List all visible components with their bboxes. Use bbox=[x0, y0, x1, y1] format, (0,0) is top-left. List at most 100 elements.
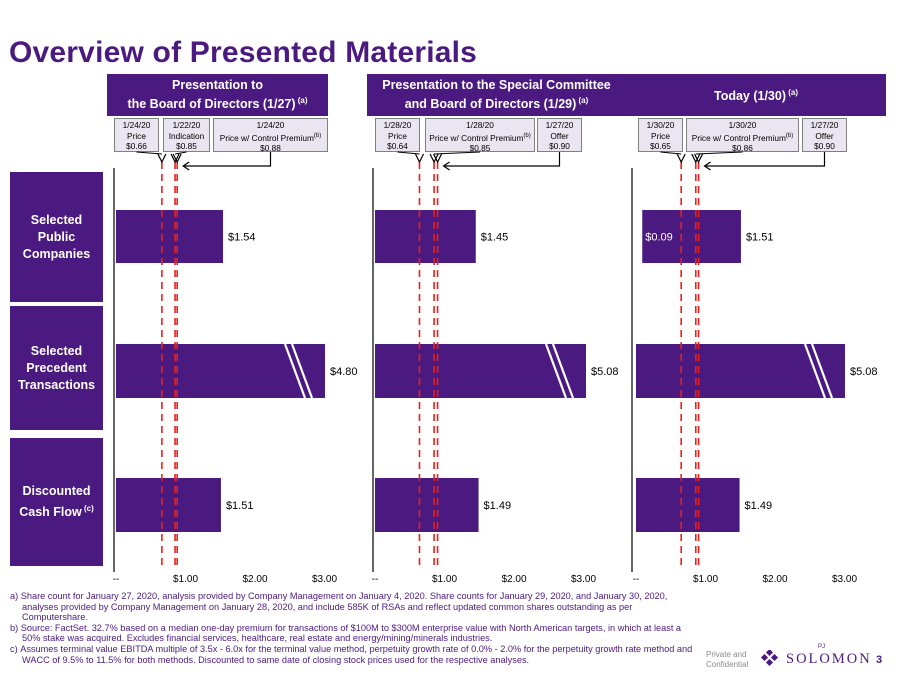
axis-break-mark bbox=[544, 343, 568, 399]
reference-box: 1/30/20 Price $0.65 bbox=[638, 118, 683, 152]
reference-box: 1/27/20 Offer $0.90 bbox=[537, 118, 582, 152]
bar bbox=[375, 344, 586, 398]
panel-header-line-1: Presentation to bbox=[172, 77, 263, 92]
brand-pj: PJ bbox=[818, 644, 826, 650]
reference-date: 1/28/20 bbox=[466, 120, 494, 130]
reference-value: $0.90 bbox=[814, 141, 835, 151]
reference-label: Offer bbox=[550, 130, 569, 141]
reference-box: 1/30/20 Price w/ Control Premium(b) $0.86 bbox=[686, 118, 799, 153]
x-tick-label: $2.00 bbox=[501, 574, 526, 585]
footnote-b: b) Source: FactSet. 32.7% based on a med… bbox=[10, 622, 682, 644]
reference-label: Indication bbox=[168, 130, 205, 141]
row-label: Selected Precedent Transactions bbox=[10, 306, 103, 430]
axis-break-mark bbox=[283, 343, 307, 399]
left-arrow-icon bbox=[442, 161, 450, 171]
bar bbox=[116, 478, 221, 532]
page-title: Overview of Presented Materials bbox=[9, 36, 478, 69]
down-arrow-icon bbox=[433, 153, 443, 164]
panel-header-footnote-ref: (a) bbox=[786, 88, 798, 98]
bar bbox=[375, 210, 476, 263]
reference-footnote-ref: (b) bbox=[313, 132, 322, 139]
confidential-line-1: Private and bbox=[706, 650, 747, 659]
reference-value: $0.66 bbox=[126, 141, 147, 151]
down-arrow-icon bbox=[170, 153, 180, 164]
x-tick-label: $3.00 bbox=[571, 574, 596, 585]
bar bbox=[116, 344, 325, 398]
reference-value: $0.88 bbox=[260, 142, 281, 153]
connector-line bbox=[443, 152, 561, 167]
axis-break-mark bbox=[290, 343, 314, 399]
connector-line bbox=[174, 151, 187, 155]
bar-value-label: $1.51 bbox=[746, 232, 774, 244]
reference-box: 1/24/20 Price $0.66 bbox=[114, 118, 159, 152]
bar-value-label: $1.54 bbox=[228, 232, 256, 244]
down-arrow-icon bbox=[172, 153, 182, 164]
row-label-line: Public bbox=[37, 229, 76, 244]
down-arrow-icon bbox=[694, 153, 704, 164]
bar bbox=[636, 478, 740, 532]
x-tick-label: $2.00 bbox=[242, 574, 267, 585]
panel-header-line-2: and Board of Directors (1/29) bbox=[404, 97, 577, 112]
row-label-line: Cash Flow (c) bbox=[19, 503, 94, 520]
connector-line bbox=[695, 151, 743, 155]
down-arrow-icon bbox=[429, 153, 439, 164]
confidential-note: Private and Confidential bbox=[706, 650, 748, 670]
x-tick-label: $1.00 bbox=[693, 574, 718, 585]
reference-value: $0.85 bbox=[469, 142, 491, 153]
panel-header-line-2: the Board of Directors (1/27) bbox=[127, 97, 296, 112]
row-label-line: Discounted bbox=[22, 483, 91, 498]
down-arrow-icon bbox=[691, 153, 701, 164]
reference-value: $0.86 bbox=[732, 142, 753, 153]
bar-value-label: $1.45 bbox=[481, 232, 509, 244]
x-tick-label: -- bbox=[633, 574, 640, 585]
x-tick-label: $3.00 bbox=[832, 574, 857, 585]
panel-header-footnote-ref: (a) bbox=[295, 95, 308, 105]
connector-line bbox=[434, 151, 481, 155]
bar bbox=[642, 210, 741, 263]
confidential-line-2: Confidential bbox=[706, 660, 749, 669]
row-label: Discounted Cash Flow (c) bbox=[10, 438, 103, 566]
reference-box: 1/24/20 Price w/ Control Premium(b) $0.88 bbox=[213, 118, 328, 153]
bar bbox=[116, 210, 224, 263]
reference-date: 1/30/20 bbox=[728, 120, 757, 130]
down-arrow-icon bbox=[414, 153, 425, 164]
reference-date: 1/30/20 bbox=[646, 120, 675, 130]
bar-value-label: $5.08 bbox=[850, 366, 878, 378]
reference-footnote-ref: (b) bbox=[785, 132, 794, 139]
reference-date: 1/27/20 bbox=[545, 120, 574, 130]
reference-value: $0.85 bbox=[176, 141, 197, 151]
row-label-line: Transactions bbox=[17, 377, 96, 392]
reference-footnote-ref: (b) bbox=[523, 132, 531, 139]
row-label-line: Precedent bbox=[26, 360, 87, 375]
reference-label: Price bbox=[651, 130, 670, 141]
bar-value-label: $5.08 bbox=[591, 366, 619, 378]
bar-low-value-label: $0.09 bbox=[645, 232, 673, 244]
reference-label: Price w/ Control Premium(b) bbox=[219, 132, 322, 143]
down-arrow-icon bbox=[676, 153, 686, 164]
reference-date: 1/27/20 bbox=[810, 120, 839, 130]
reference-box: 1/28/20 Price $0.64 bbox=[375, 118, 420, 152]
row-label-footnote-ref: (c) bbox=[81, 503, 94, 513]
reference-label: Offer bbox=[815, 130, 834, 141]
axis-break-mark bbox=[810, 343, 834, 399]
brand-name: SOLOMON bbox=[786, 650, 872, 667]
footnote-c: c) Assumes terminal value EBITDA multipl… bbox=[10, 643, 693, 665]
diamond-pattern-icon bbox=[760, 650, 779, 667]
connector-line bbox=[136, 151, 162, 155]
page-number: 3 bbox=[876, 654, 883, 666]
reference-date: 1/22/20 bbox=[172, 120, 201, 130]
x-tick-label: $1.00 bbox=[432, 574, 457, 585]
reference-label: Price bbox=[388, 130, 407, 141]
footnotes: a) Share count for January 27, 2020, ana… bbox=[10, 591, 695, 665]
reference-date: 1/24/20 bbox=[256, 120, 285, 130]
reference-value: $0.65 bbox=[650, 141, 671, 151]
reference-value: $0.90 bbox=[549, 141, 570, 151]
axis-break-mark bbox=[803, 343, 827, 399]
bar bbox=[375, 478, 479, 532]
left-arrow-icon bbox=[703, 161, 711, 171]
connector-line bbox=[183, 152, 272, 167]
reference-label: Price w/ Control Premium(b) bbox=[691, 132, 794, 143]
axis-break-mark bbox=[551, 343, 575, 399]
reference-label: Price w/ Control Premium(b) bbox=[429, 132, 531, 143]
bar-value-label: $1.49 bbox=[745, 500, 773, 512]
